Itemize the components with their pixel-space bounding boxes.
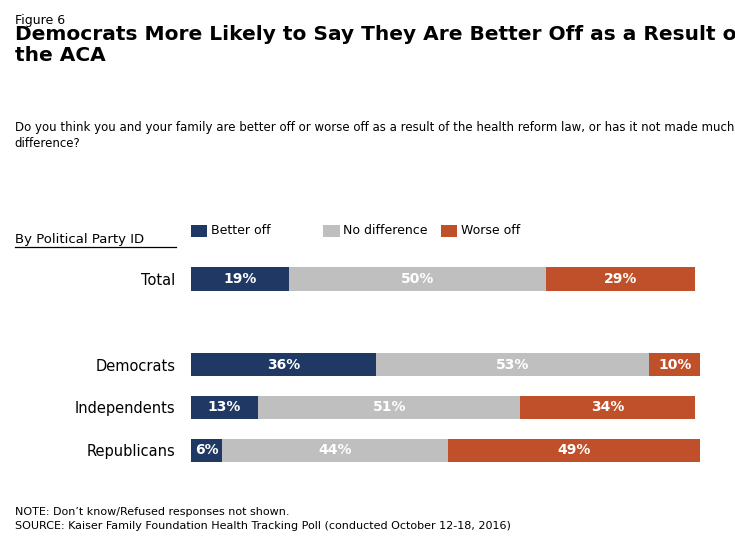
Text: KAISER: KAISER xyxy=(632,509,684,522)
Text: FOUNDATION: FOUNDATION xyxy=(635,536,681,541)
Bar xyxy=(222,439,448,462)
Text: 13%: 13% xyxy=(208,401,241,414)
Text: 50%: 50% xyxy=(401,272,434,286)
Text: 49%: 49% xyxy=(558,444,591,457)
Text: Better off: Better off xyxy=(211,224,270,237)
Bar xyxy=(289,267,546,291)
Text: 19%: 19% xyxy=(223,272,257,286)
Text: By Political Party ID: By Political Party ID xyxy=(15,233,144,246)
Bar xyxy=(191,396,258,419)
Text: 10%: 10% xyxy=(658,358,692,371)
Bar xyxy=(191,267,289,291)
Text: Figure 6: Figure 6 xyxy=(15,14,65,27)
Bar xyxy=(448,439,700,462)
Bar xyxy=(546,267,695,291)
Text: NOTE: Don’t know/Refused responses not shown.: NOTE: Don’t know/Refused responses not s… xyxy=(15,507,289,517)
Text: 34%: 34% xyxy=(591,401,625,414)
Text: THE HENRY J.: THE HENRY J. xyxy=(638,500,678,505)
Bar xyxy=(191,353,376,376)
Text: 6%: 6% xyxy=(195,444,218,457)
Text: Do you think you and your family are better off or worse off as a result of the : Do you think you and your family are bet… xyxy=(15,121,734,150)
Text: No difference: No difference xyxy=(343,224,428,237)
Text: Worse off: Worse off xyxy=(461,224,520,237)
Text: FAMILY: FAMILY xyxy=(637,522,678,532)
Bar xyxy=(258,396,520,419)
Bar xyxy=(376,353,649,376)
Text: 53%: 53% xyxy=(496,358,529,371)
Text: 51%: 51% xyxy=(373,401,406,414)
Bar xyxy=(649,353,700,376)
Text: 36%: 36% xyxy=(267,358,301,371)
Bar xyxy=(520,396,695,419)
Bar xyxy=(191,439,222,462)
Text: 44%: 44% xyxy=(318,444,352,457)
Text: Democrats More Likely to Say They Are Better Off as a Result of
the ACA: Democrats More Likely to Say They Are Be… xyxy=(15,25,735,65)
Text: SOURCE: Kaiser Family Foundation Health Tracking Poll (conducted October 12-18, : SOURCE: Kaiser Family Foundation Health … xyxy=(15,521,511,531)
Text: 29%: 29% xyxy=(604,272,637,286)
